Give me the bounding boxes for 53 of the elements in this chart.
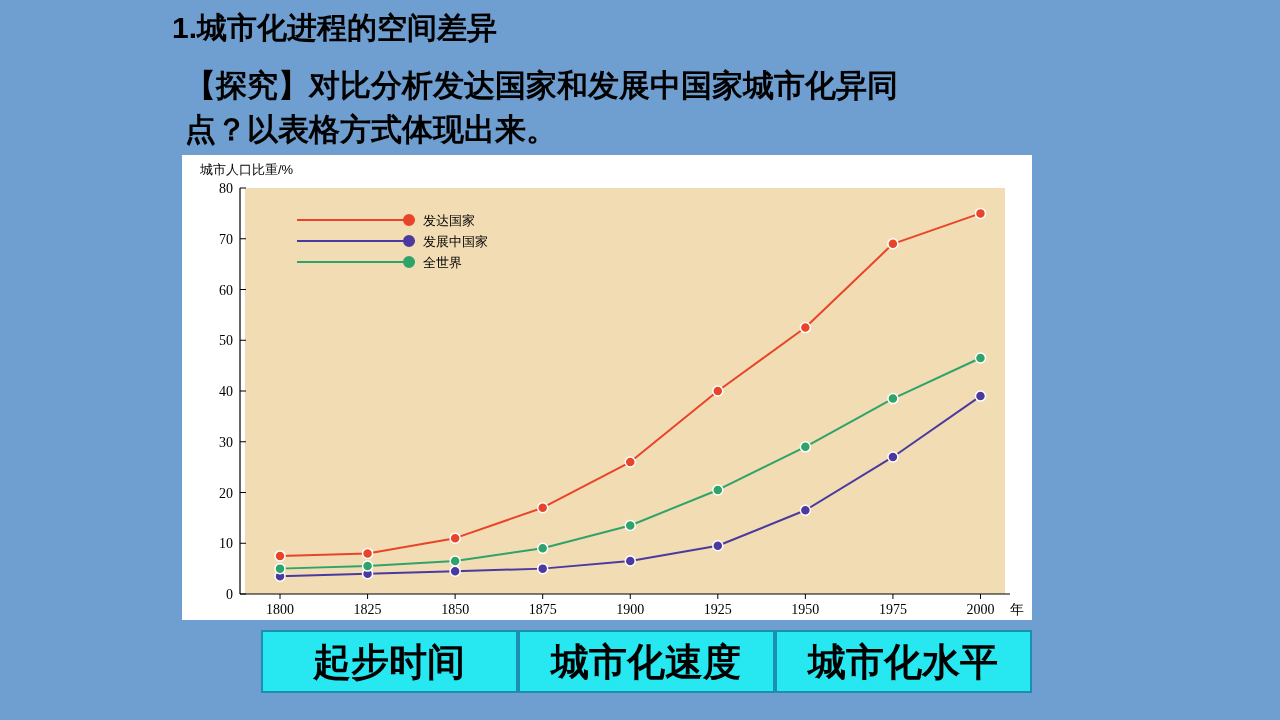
legend-label: 全世界 [423, 255, 462, 270]
y-tick-label: 0 [226, 587, 233, 602]
point [624, 555, 636, 567]
x-tick-label: 1925 [703, 602, 732, 617]
point [449, 555, 461, 567]
text: 起步时间 [312, 641, 465, 683]
point [449, 532, 461, 544]
legend-label: 发达国家 [423, 213, 475, 228]
point [799, 321, 812, 334]
y-tick-label: 10 [219, 536, 233, 552]
point [536, 562, 549, 575]
point [361, 547, 374, 560]
y-tick-label: 60 [219, 282, 233, 298]
x-axis-title: 年 [1010, 601, 1024, 617]
point [799, 504, 812, 517]
point [974, 207, 987, 220]
text: 城市化速度 [549, 641, 741, 683]
y-tick-label: 50 [219, 333, 233, 349]
point [799, 441, 812, 453]
y-tick-label: 80 [219, 181, 233, 196]
point [536, 542, 549, 555]
y-tick-label: 70 [219, 231, 233, 247]
x-tick-label: 1975 [878, 602, 907, 617]
x-tick-label: 2000 [966, 602, 995, 617]
x-tick-label: 1900 [616, 602, 645, 617]
point [536, 501, 549, 514]
x-tick-label: 1800 [266, 602, 295, 617]
point [274, 562, 286, 575]
point [974, 352, 987, 364]
text: 城市化水平 [806, 641, 998, 683]
point [624, 519, 636, 532]
x-tick-label: 1825 [353, 602, 382, 617]
y-axis-title: 城市人口比重/% [199, 162, 294, 177]
chart-subtitle: 【探究】对比分析发达国家和发展中国家城市化异同点？以表格方式体现出来。 [185, 68, 898, 147]
legend-label: 发展中国家 [423, 234, 488, 249]
point [712, 385, 724, 397]
y-tick-label: 30 [219, 434, 233, 450]
x-tick-label: 1950 [791, 602, 820, 617]
point [274, 550, 286, 562]
point [361, 560, 374, 572]
point [712, 484, 724, 496]
x-tick-label: 1850 [441, 602, 470, 617]
x-tick-label: 1875 [528, 602, 557, 617]
chart-title: 1.城市化进程的空间差异 [172, 11, 498, 44]
point [712, 540, 724, 552]
point [449, 565, 461, 577]
point [624, 456, 636, 468]
point [887, 238, 899, 250]
point [974, 390, 987, 402]
y-tick-label: 20 [219, 485, 233, 501]
point [887, 392, 899, 405]
point [887, 451, 899, 463]
y-tick-label: 40 [219, 384, 233, 399]
